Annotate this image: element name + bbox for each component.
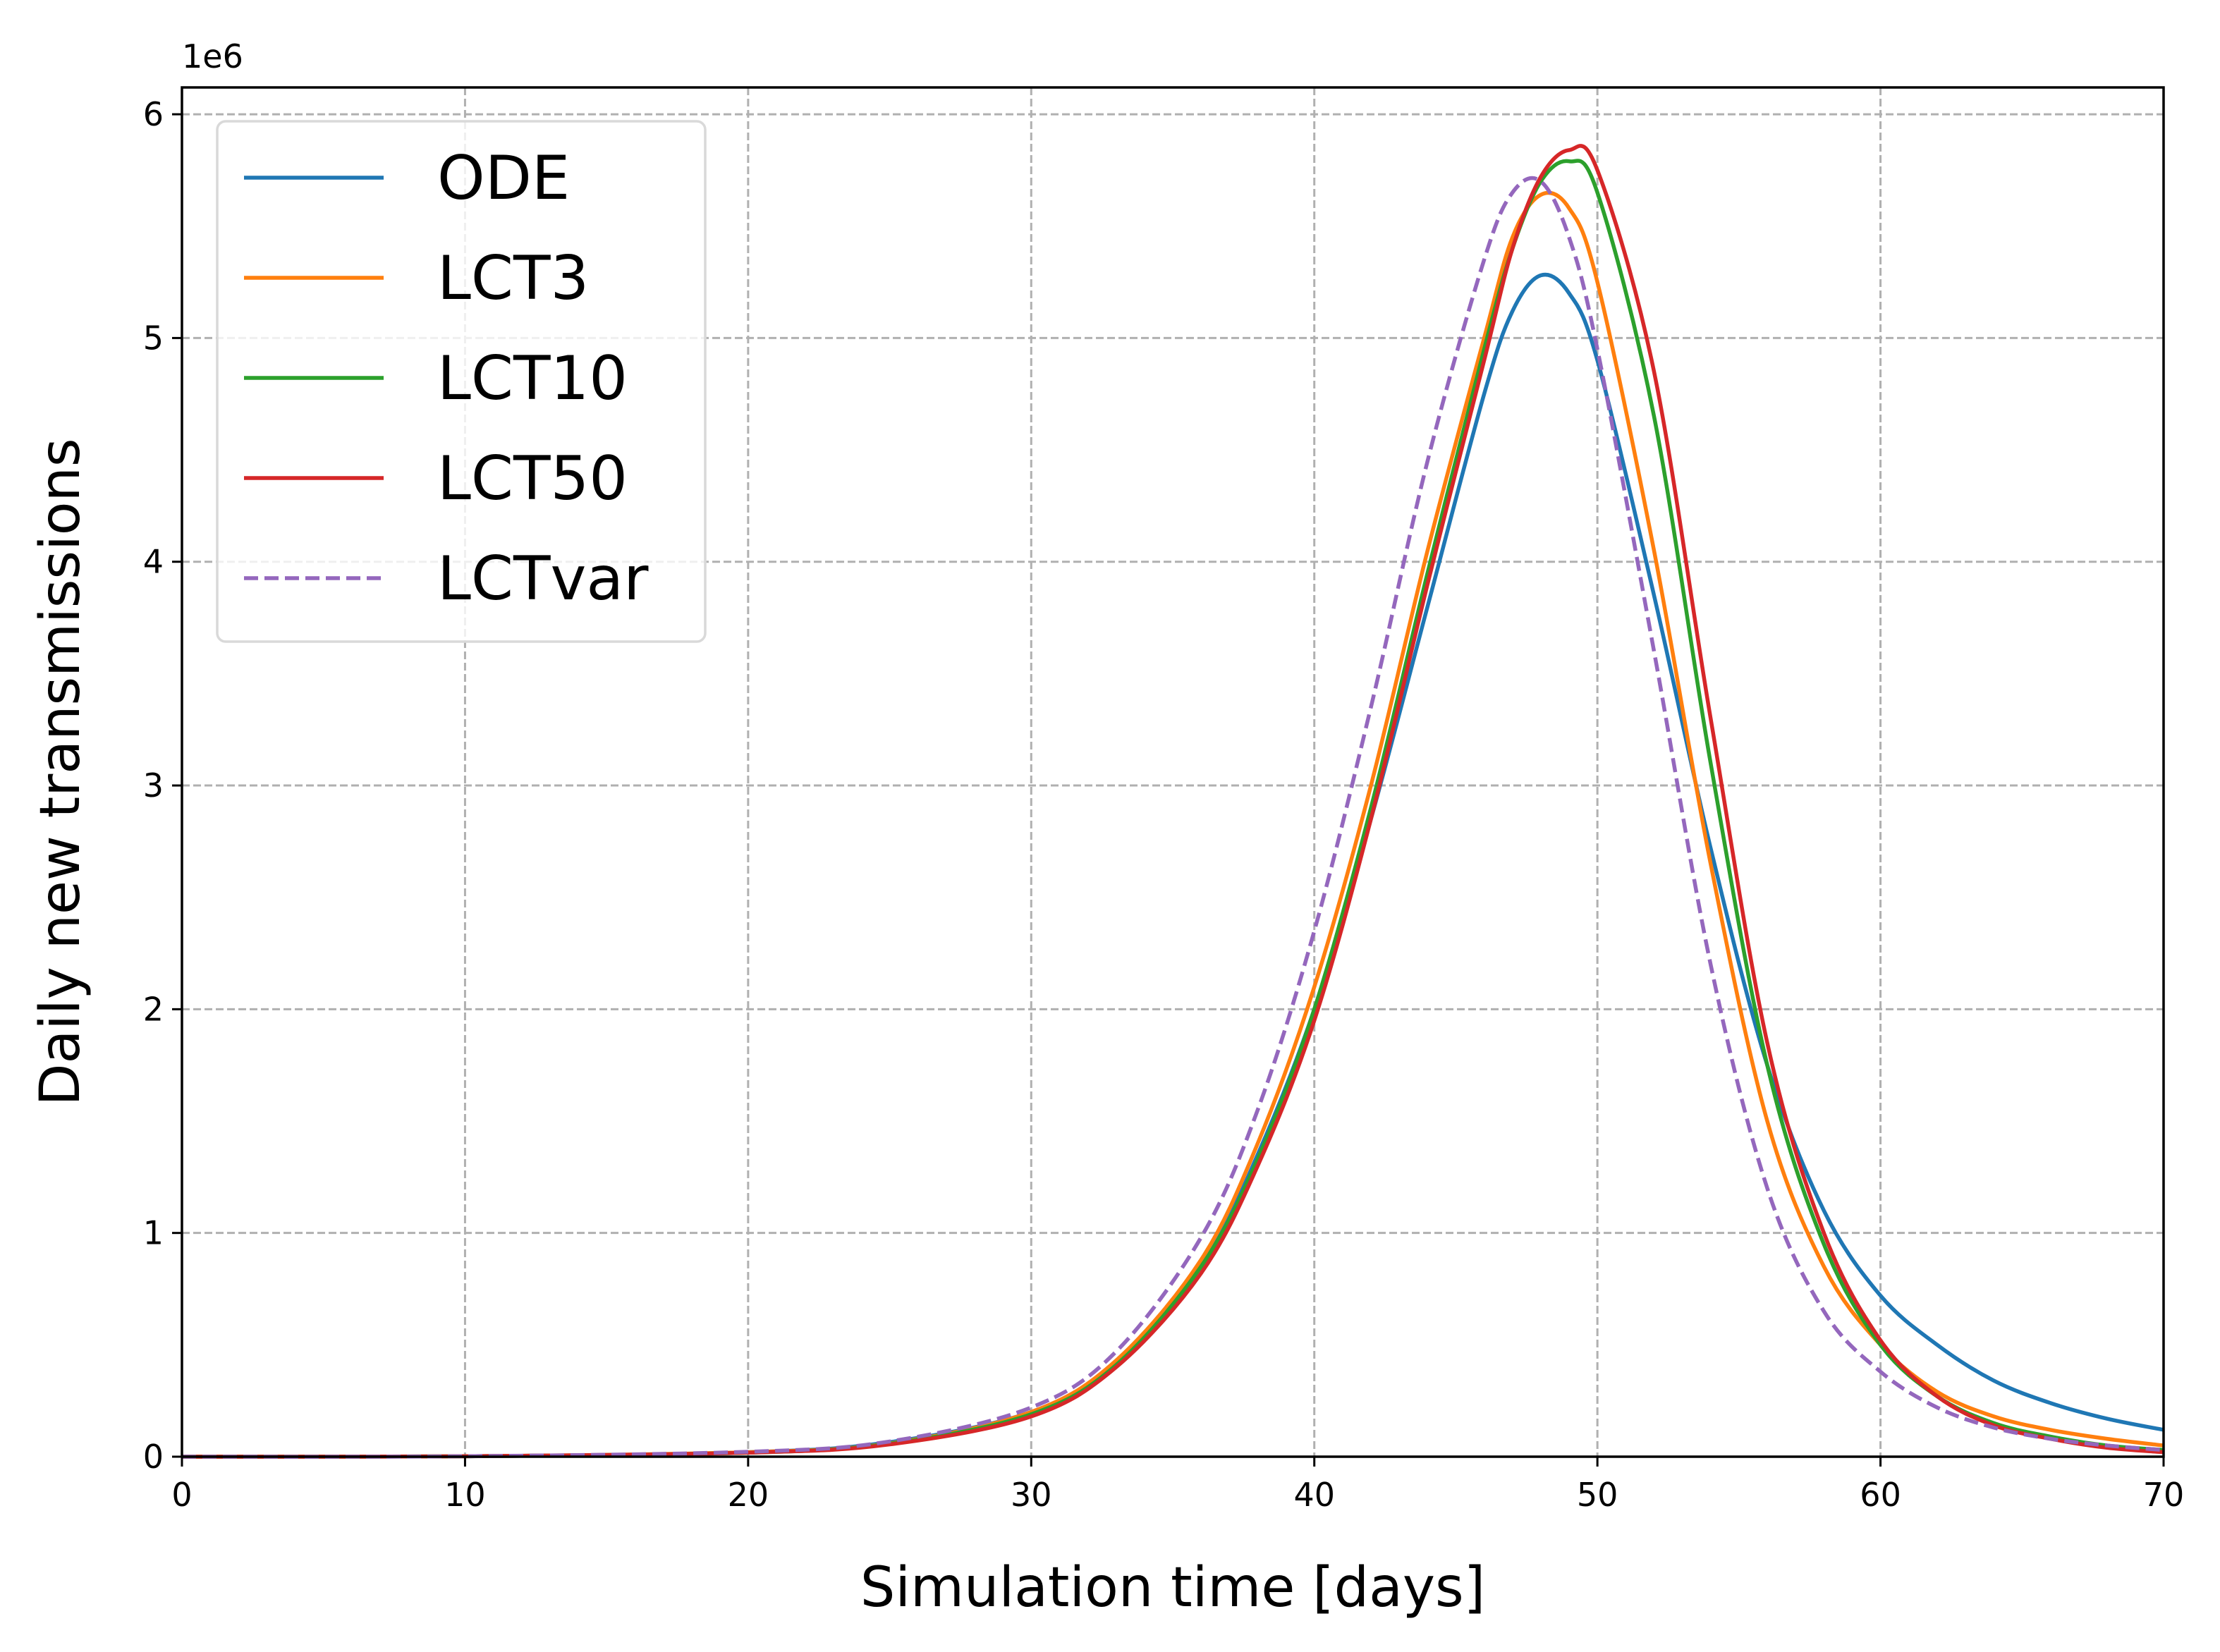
- y-tick-label: 2: [143, 990, 164, 1028]
- x-axis-label: Simulation time [days]: [860, 1556, 1485, 1620]
- y-axis-label: Daily new transmissions: [29, 438, 92, 1106]
- x-tick-label: 70: [2143, 1476, 2185, 1514]
- x-tick-label: 10: [444, 1476, 486, 1514]
- series-line-lct50: [181, 144, 2164, 1459]
- legend: ODE LCT3 LCT10 LCT50 LCTvar: [216, 120, 707, 643]
- y-axis-offset-label: 1e6: [182, 37, 243, 75]
- series-line-lctvar: [181, 176, 2164, 1459]
- x-tick-label: 20: [728, 1476, 769, 1514]
- legend-label-lct50: LCT50: [437, 443, 628, 514]
- legend-label-lct10: LCT10: [437, 343, 628, 414]
- x-tick-label: 60: [1860, 1476, 1901, 1514]
- legend-box: [216, 120, 707, 643]
- y-tick-label: 6: [143, 95, 164, 133]
- y-tick-label: 0: [143, 1438, 164, 1476]
- legend-label-lct3: LCT3: [437, 243, 589, 314]
- plot-frame: [181, 86, 2165, 1458]
- axis-ticks: 0 10 20 30 40 50 60 70 0 1 2 3 4 5 6: [143, 95, 2185, 1514]
- legend-label-lctvar: LCTvar: [437, 544, 649, 614]
- x-tick-label: 40: [1293, 1476, 1335, 1514]
- x-tick-label: 0: [171, 1476, 192, 1514]
- y-tick-label: 5: [143, 319, 164, 357]
- x-tick-label: 30: [1011, 1476, 1052, 1514]
- x-tick-label: 50: [1577, 1476, 1618, 1514]
- legend-label-ode: ODE: [437, 143, 570, 214]
- y-tick-label: 1: [143, 1214, 164, 1252]
- y-tick-label: 3: [143, 766, 164, 804]
- y-tick-label: 4: [143, 543, 164, 581]
- plot-series: [181, 144, 2164, 1459]
